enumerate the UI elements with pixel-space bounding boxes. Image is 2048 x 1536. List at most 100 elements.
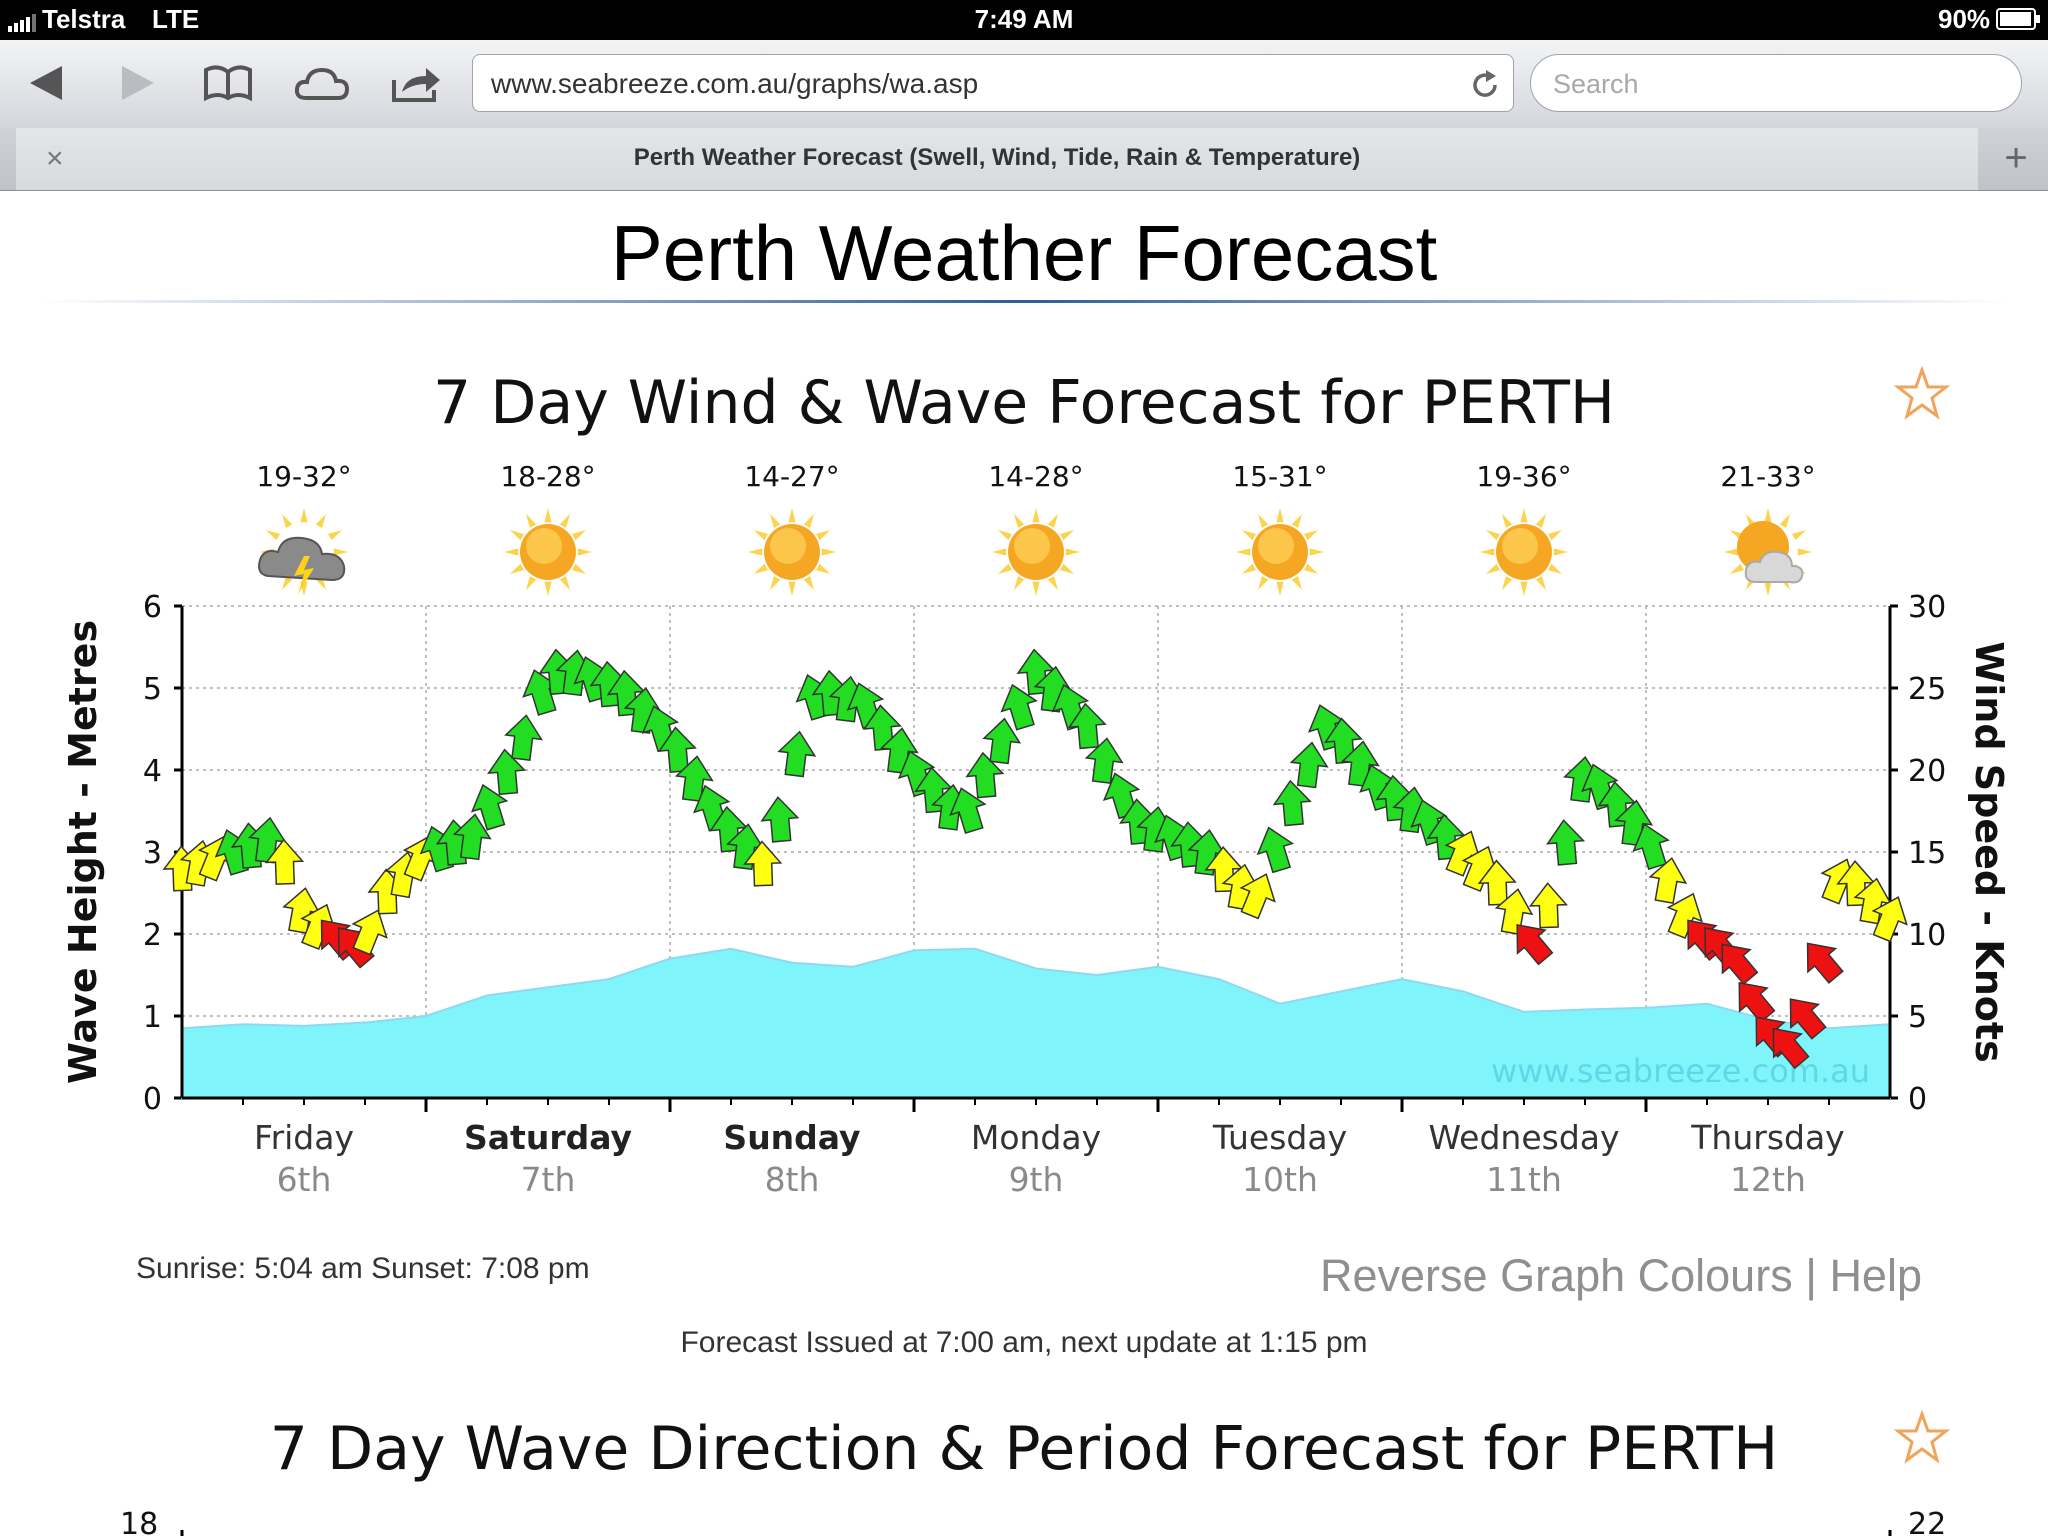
wind-arrow bbox=[351, 909, 388, 956]
sun-icon bbox=[992, 508, 1080, 596]
y-tick-label: 3 bbox=[143, 836, 162, 871]
day-name: Monday bbox=[970, 1118, 1102, 1157]
y2-axis-title: Wind Speed - Knots bbox=[1967, 641, 2011, 1062]
back-arrow-icon[interactable] bbox=[16, 58, 76, 108]
wind-arrow bbox=[1632, 823, 1670, 871]
carrier-label: Telstra bbox=[42, 4, 126, 34]
y2-tick-label: 5 bbox=[1908, 1000, 1927, 1035]
storm-cloud-icon bbox=[258, 508, 348, 596]
sun-icon bbox=[1236, 508, 1324, 596]
y2-tick-label: 0 bbox=[1908, 1082, 1927, 1117]
wind-arrow bbox=[760, 796, 800, 843]
tab-bar: × Perth Weather Forecast (Swell, Wind, T… bbox=[0, 128, 2048, 191]
address-bar[interactable]: www.seabreeze.com.au/graphs/wa.asp bbox=[472, 54, 1514, 112]
day-temperature: 19-36° bbox=[1476, 460, 1572, 493]
watermark: www.seabreeze.com.au bbox=[1491, 1052, 1870, 1090]
active-tab[interactable]: × Perth Weather Forecast (Swell, Wind, T… bbox=[16, 128, 1978, 190]
wind-arrow bbox=[982, 717, 1022, 765]
day-name: Tuesday bbox=[1212, 1118, 1348, 1157]
day-temperature: 21-33° bbox=[1720, 460, 1816, 493]
wave-direction-chart: 18 22 bbox=[120, 1507, 1946, 1536]
url-text: www.seabreeze.com.au/graphs/wa.asp bbox=[491, 68, 979, 99]
wind-arrow bbox=[726, 823, 765, 871]
wind-arrow bbox=[1289, 741, 1329, 789]
y2-tick-label: 10 bbox=[1908, 918, 1946, 953]
day-date: 9th bbox=[1008, 1160, 1064, 1199]
wave-height-area bbox=[181, 947, 1891, 1099]
forecast-issued: Forecast Issued at 7:00 am, next update … bbox=[680, 1326, 1368, 1359]
wind-arrow bbox=[1067, 702, 1107, 750]
y2-tick-label: 22 bbox=[1908, 1507, 1946, 1536]
title-divider bbox=[40, 300, 2008, 303]
day-name: Friday bbox=[253, 1118, 354, 1157]
day-date: 7th bbox=[520, 1160, 576, 1199]
day-name: Wednesday bbox=[1428, 1118, 1620, 1157]
wind-arrow bbox=[470, 783, 509, 831]
day-date: 8th bbox=[764, 1160, 820, 1199]
wind-arrow bbox=[1738, 981, 1776, 1024]
wind-arrow bbox=[264, 838, 305, 885]
battery-percent: 90% bbox=[1938, 4, 1991, 34]
day-date: 6th bbox=[276, 1160, 332, 1199]
wind-arrow bbox=[1806, 942, 1844, 984]
search-input[interactable] bbox=[1551, 65, 1995, 103]
y2-tick-label: 30 bbox=[1908, 590, 1946, 625]
cloud-icon[interactable] bbox=[292, 58, 352, 108]
help-link[interactable]: Help bbox=[1829, 1250, 1922, 1301]
status-bar: Telstra LTE 7:49 AM 90% bbox=[0, 0, 2048, 40]
chart-title: 7 Day Wind & Wave Forecast for PERTH bbox=[433, 368, 1615, 438]
wind-arrow bbox=[1772, 1027, 1810, 1070]
browser-toolbar: www.seabreeze.com.au/graphs/wa.asp bbox=[0, 40, 2048, 129]
forward-arrow-icon[interactable] bbox=[108, 58, 168, 108]
wind-arrow bbox=[487, 748, 527, 796]
wind-arrow bbox=[1461, 845, 1498, 893]
day-temperature: 18-28° bbox=[500, 460, 596, 493]
day-temperature: 19-32° bbox=[256, 460, 352, 493]
wind-arrow bbox=[504, 714, 543, 761]
day-date: 11th bbox=[1486, 1160, 1562, 1199]
close-tab-icon[interactable]: × bbox=[46, 142, 64, 175]
y-tick-label: 1 bbox=[143, 1000, 162, 1035]
wind-arrow bbox=[965, 751, 1005, 799]
star-icon[interactable] bbox=[1894, 1410, 1950, 1466]
day-temperature: 14-28° bbox=[988, 460, 1084, 493]
wind-arrow bbox=[1084, 737, 1124, 784]
wind-arrow bbox=[1239, 873, 1276, 920]
y-tick-label: 6 bbox=[143, 590, 162, 625]
new-tab-button[interactable]: + bbox=[2004, 136, 2028, 180]
wind-arrow bbox=[1666, 892, 1703, 940]
y-tick-label: 2 bbox=[143, 918, 162, 953]
y-axis-title: Wave Height - Metres bbox=[61, 620, 105, 1084]
day-name: Thursday bbox=[1691, 1118, 1845, 1157]
sunrise-sunset: Sunrise: 5:04 am Sunset: 7:08 pm bbox=[136, 1252, 590, 1285]
day-name: Sunday bbox=[723, 1118, 861, 1157]
network-label: LTE bbox=[152, 4, 200, 34]
day-temperature: 15-31° bbox=[1232, 460, 1328, 493]
wind-arrow bbox=[1546, 819, 1586, 866]
y-tick-label: 0 bbox=[143, 1082, 162, 1117]
clock: 7:49 AM bbox=[974, 4, 1074, 34]
wind-arrow bbox=[1789, 998, 1827, 1040]
chart-title-2: 7 Day Wave Direction & Period Forecast f… bbox=[269, 1414, 1779, 1484]
share-icon[interactable] bbox=[386, 58, 446, 108]
wind-arrow bbox=[743, 840, 783, 887]
book-icon[interactable] bbox=[198, 58, 258, 108]
wind-arrow bbox=[949, 787, 987, 835]
wind-arrow bbox=[777, 730, 817, 778]
y2-tick-label: 25 bbox=[1908, 672, 1946, 707]
wind-arrow bbox=[1516, 923, 1554, 966]
reload-icon[interactable] bbox=[1469, 69, 1501, 101]
battery-icon bbox=[1996, 8, 2040, 30]
day-temperature: 14-27° bbox=[744, 460, 840, 493]
star-icon[interactable] bbox=[1894, 366, 1950, 422]
day-date: 12th bbox=[1730, 1160, 1806, 1199]
search-field[interactable] bbox=[1530, 54, 2022, 112]
y-tick-label: 4 bbox=[143, 754, 162, 789]
sun-icon bbox=[504, 508, 592, 596]
wind-arrow bbox=[1528, 882, 1568, 929]
sun-icon bbox=[1480, 508, 1568, 596]
wind-arrow bbox=[300, 903, 337, 951]
y2-tick-label: 15 bbox=[1908, 836, 1946, 871]
reverse-colours-link[interactable]: Reverse Graph Colours bbox=[1320, 1250, 1793, 1301]
wind-arrow bbox=[1000, 683, 1038, 731]
